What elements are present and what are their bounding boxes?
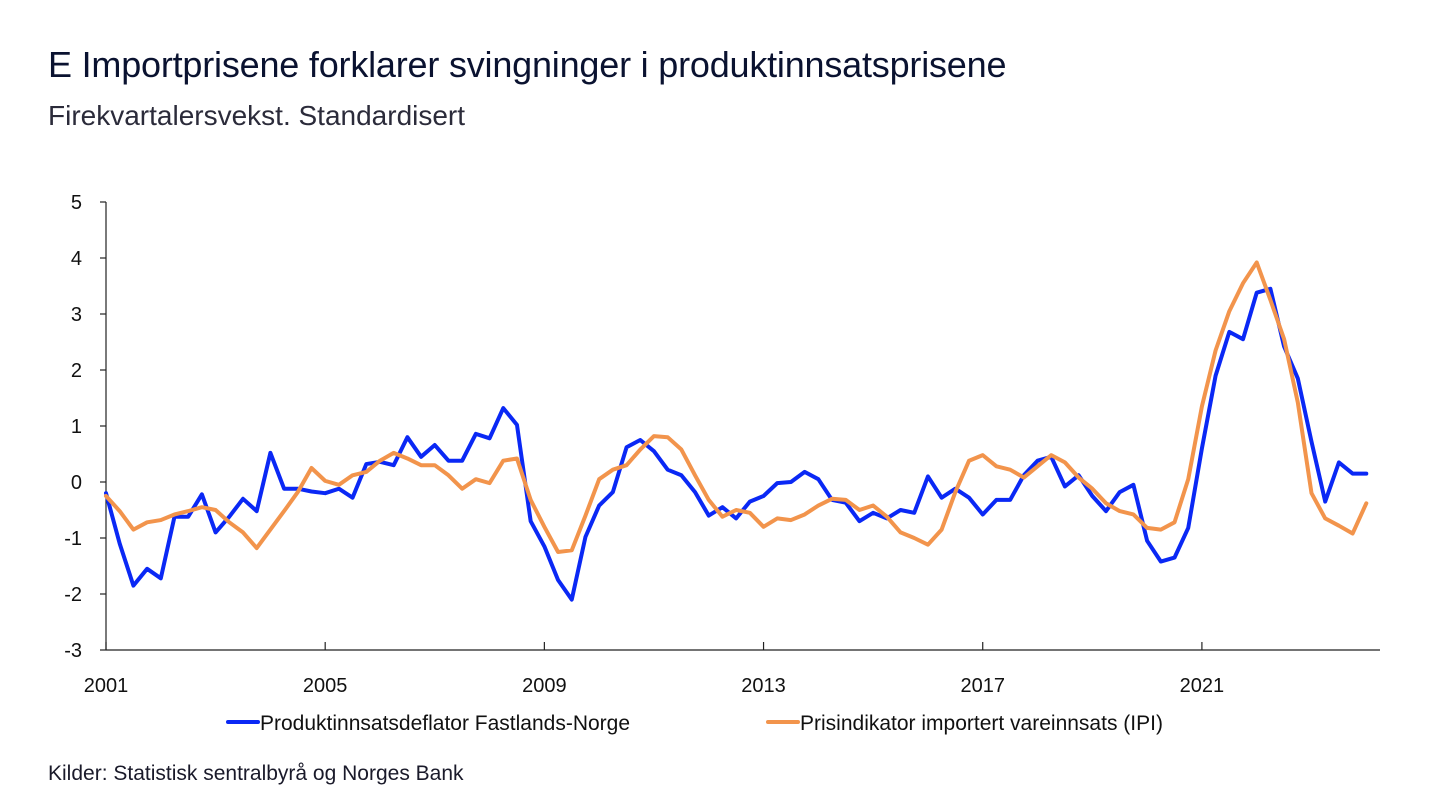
y-tick-label: -3	[64, 640, 82, 662]
y-tick-label: -2	[64, 584, 82, 606]
x-tick-label: 2005	[303, 675, 348, 697]
x-axis: 2001 2005 2009 2013 2017 2021	[84, 642, 1380, 697]
y-tick-label: 0	[71, 472, 82, 494]
series-line-2	[104, 260, 1369, 554]
x-tick-label: 2021	[1180, 675, 1225, 697]
y-axis: 5 4 3 2 1 0 -1 -2 -3	[64, 192, 107, 662]
source-note: Kilder: Statistisk sentralbyrå og Norges…	[48, 762, 464, 785]
legend-label-2: Prisindikator importert vareinnsats (IPI…	[800, 712, 1163, 735]
plot-lines	[104, 260, 1369, 602]
legend-label-1: Produktinnsatsdeflator Fastlands-Norge	[260, 712, 630, 735]
x-tick-label: 2009	[522, 675, 567, 697]
y-tick-label: 2	[71, 360, 82, 382]
chart-title: E Importprisene forklarer svingninger i …	[48, 44, 1007, 85]
x-tick-label: 2001	[84, 675, 129, 697]
y-tick-label: -1	[64, 528, 82, 550]
y-tick-label: 5	[71, 192, 82, 214]
series-line-1	[104, 286, 1369, 602]
legend: Produktinnsatsdeflator Fastlands-Norge Pr…	[226, 712, 1163, 735]
y-tick-label: 1	[71, 416, 82, 438]
y-tick-label: 3	[71, 304, 82, 326]
x-tick-label: 2017	[960, 675, 1005, 697]
x-tick-label: 2013	[741, 675, 786, 697]
chart-subtitle: Firekvartalersvekst. Standardisert	[48, 100, 466, 131]
y-tick-label: 4	[71, 248, 82, 270]
